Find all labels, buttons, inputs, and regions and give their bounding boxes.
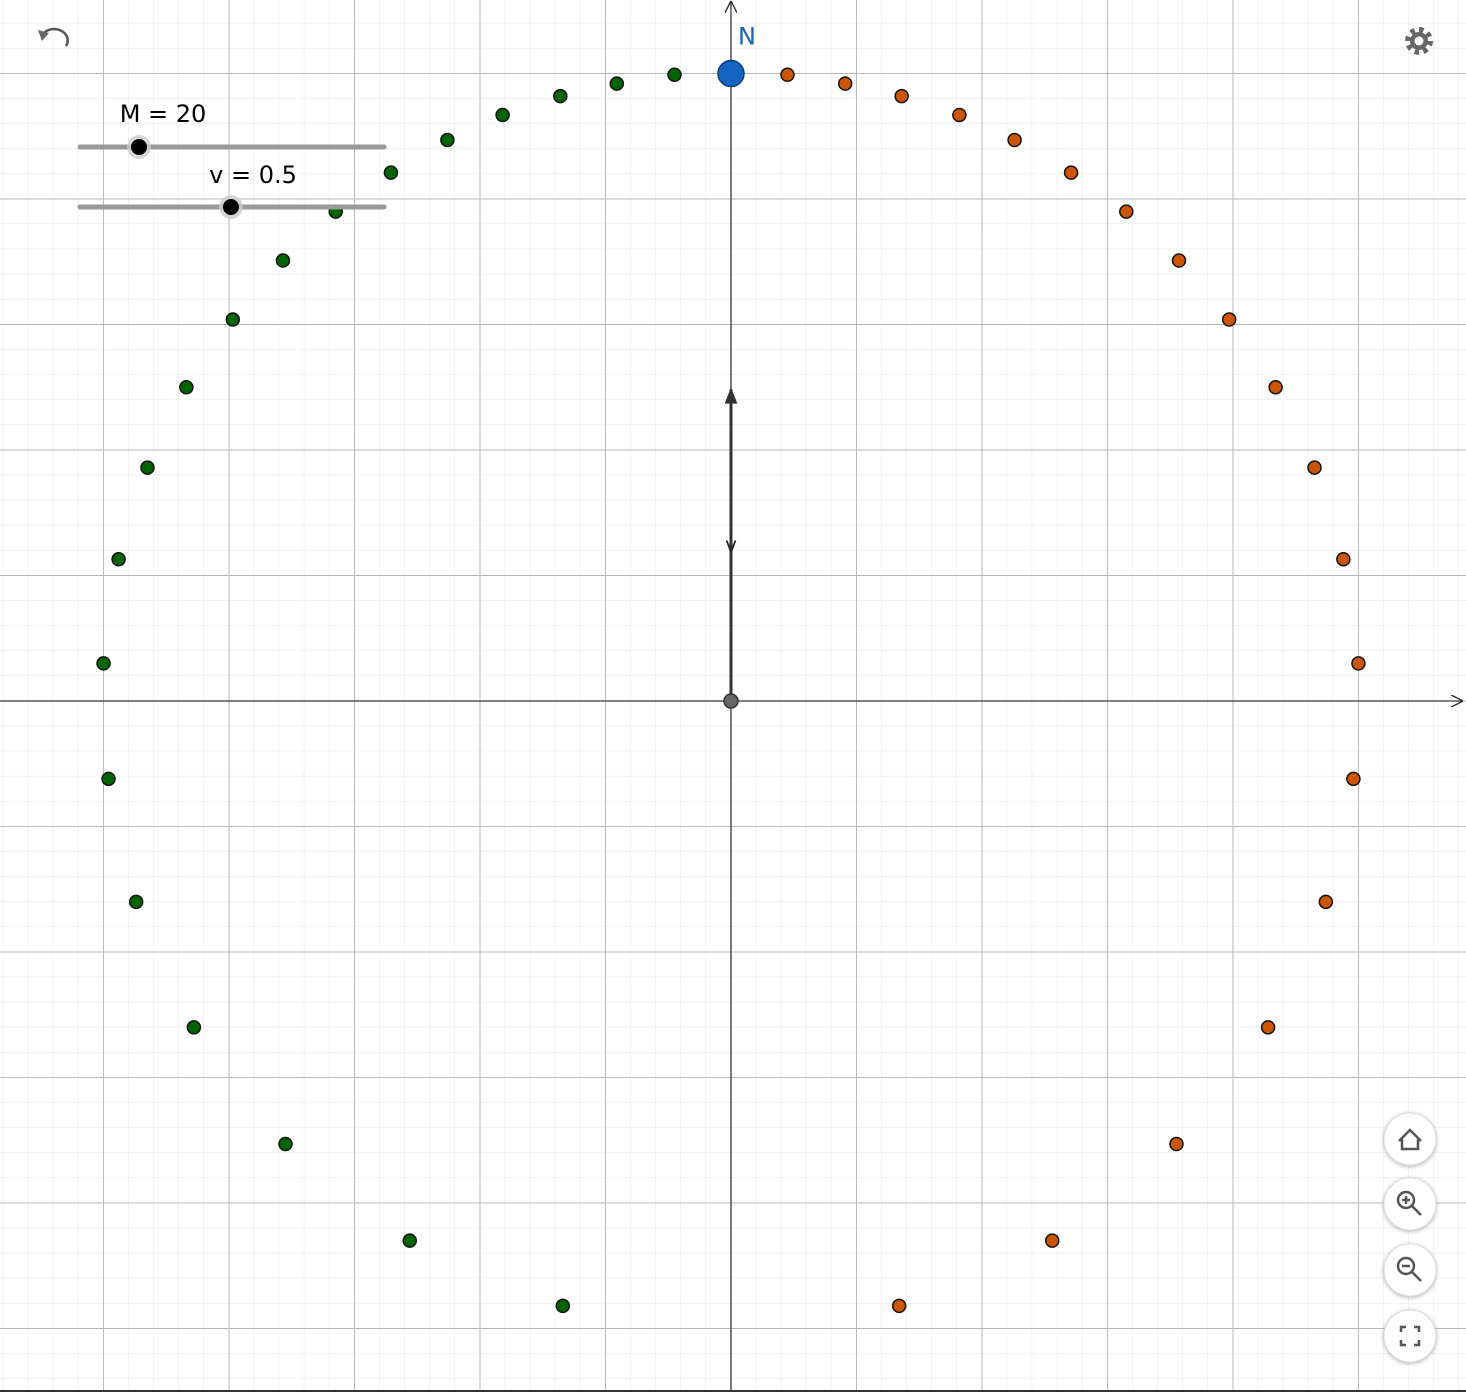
point [1119, 204, 1134, 219]
point [1260, 1020, 1276, 1035]
point [894, 88, 909, 104]
point [667, 67, 682, 83]
point [609, 76, 625, 91]
point [1169, 1136, 1184, 1152]
point [186, 1020, 202, 1035]
point-n [717, 59, 745, 88]
point [225, 312, 241, 327]
point [140, 460, 155, 475]
slider-m[interactable]: M = 20 [77, 100, 387, 159]
undo-button[interactable] [30, 24, 78, 60]
point [179, 380, 194, 395]
slider-label: v = 0.5 [209, 161, 297, 189]
point-label: N [738, 23, 756, 51]
point [952, 107, 967, 123]
point [891, 1298, 907, 1314]
point [555, 1298, 571, 1314]
point [278, 1136, 293, 1152]
point [128, 894, 144, 910]
point [553, 88, 568, 104]
point [1351, 656, 1366, 671]
zoom-out-button[interactable] [1383, 1243, 1437, 1297]
point [440, 132, 455, 148]
origin-point [723, 693, 739, 709]
fullscreen-button[interactable] [1383, 1309, 1437, 1363]
point [1171, 253, 1187, 268]
point [101, 771, 116, 787]
slider-label: M = 20 [120, 100, 207, 128]
point [96, 656, 111, 671]
settings-button[interactable] [1405, 27, 1433, 55]
point [837, 76, 853, 91]
point [780, 67, 795, 83]
point [1318, 894, 1334, 910]
point [1007, 132, 1022, 148]
vector-label: v [725, 533, 737, 557]
home-button[interactable] [1383, 1112, 1437, 1166]
point [383, 165, 399, 180]
point [1268, 380, 1283, 395]
point [1307, 460, 1322, 475]
point [1221, 312, 1237, 327]
point [111, 551, 126, 567]
point [275, 253, 291, 268]
point [1063, 165, 1079, 180]
point [495, 107, 510, 123]
point [1045, 1233, 1060, 1248]
zoom-in-button[interactable] [1383, 1177, 1437, 1231]
point [402, 1233, 417, 1248]
point [1336, 551, 1351, 567]
slider-v[interactable]: v = 0.5 [77, 161, 387, 219]
point [1346, 771, 1361, 787]
